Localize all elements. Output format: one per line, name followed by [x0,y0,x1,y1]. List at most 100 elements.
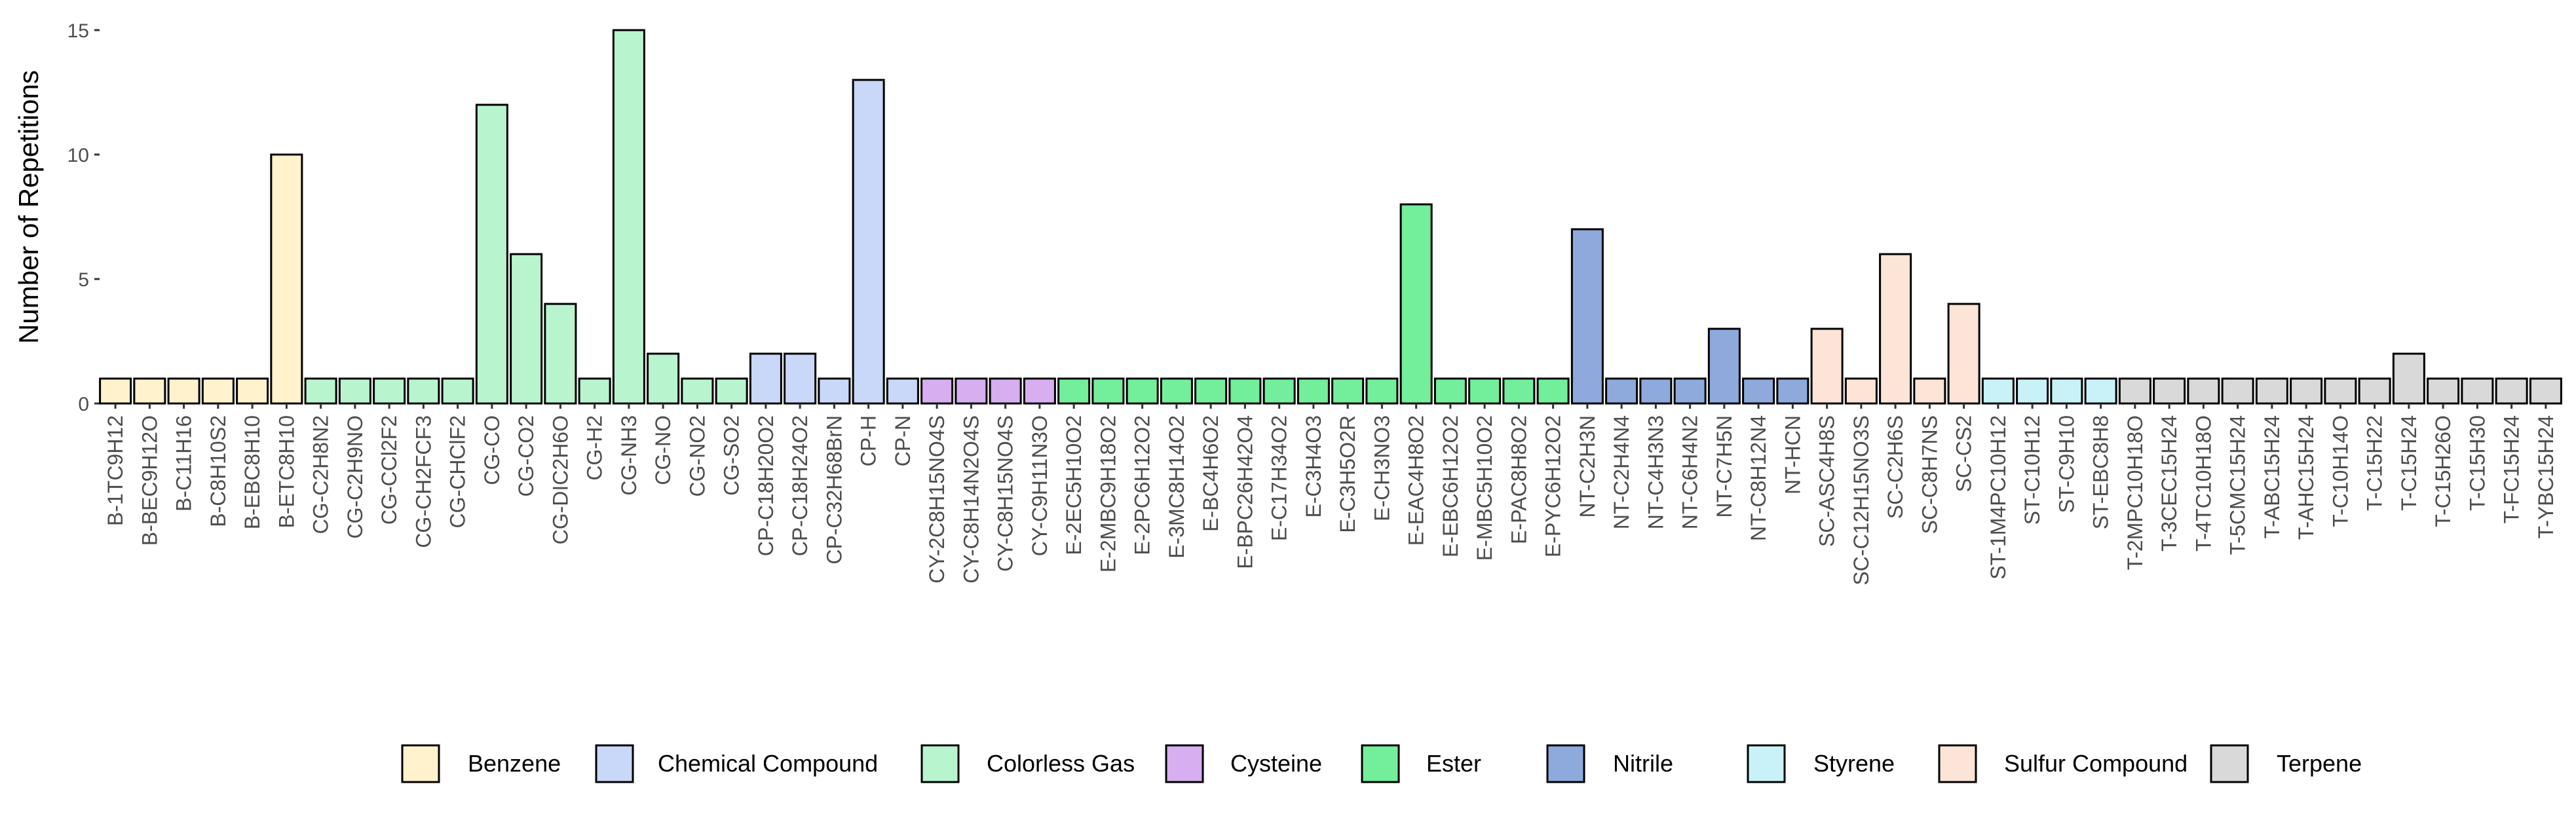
legend-label: Ester [1426,750,1481,777]
bar-cg-dic2h6o [544,303,577,405]
x-tick-label: E-BC4H6O2 [1199,415,1222,532]
legend-label: Terpene [2277,750,2362,777]
x-tick-label: ST-C9H10 [2055,415,2078,513]
x-tick-label: SC-C12H15NO3S [1849,415,1873,586]
x-tick-label: CY-2C8H15NO4S [925,415,949,584]
x-tick-label: T-4TC10H18O [2191,415,2215,551]
bar-b-c8h10s2 [201,377,235,405]
x-tick-label: CG-CH2FCF3 [411,415,435,548]
legend-label: Benzene [468,750,561,777]
bar-st-c10h12 [2016,377,2049,405]
x-tick-label: T-3CEC15H24 [2157,415,2181,551]
legend-swatch [920,744,960,783]
bar-st-ebc8h8 [2084,377,2117,405]
legend-label: Sulfur Compound [2004,750,2188,777]
legend-swatch [1361,744,1400,783]
bar-sc-c8h7ns [1913,377,1946,405]
x-tick-label: E-PAC8H8O2 [1507,415,1530,544]
bar-e-2ec5h10o2 [1057,377,1091,405]
bar-e-3mc8h14o2 [1160,377,1193,405]
x-tick-label: T-YBC15H24 [2534,415,2558,539]
bar-e-2mbc9h18o2 [1091,377,1125,405]
x-tick-label: CP-N [891,415,915,466]
bar-sc-cs2 [1947,303,1980,405]
x-tick-label: CP-C18H20O2 [754,415,778,556]
x-tick-label: CG-NO2 [685,415,709,496]
bar-e-ch3no3 [1365,377,1399,405]
x-tick-label: CP-C32H68BrN [822,415,846,565]
legend-swatch [1165,744,1204,783]
x-tick-label: B-C8H10S2 [206,415,230,527]
y-tick-label: 15 [67,20,89,42]
bar-t-c15h26o [2427,377,2460,405]
bar-t-2mpc10h18o [2118,377,2151,405]
x-tick-label: E-EAC4H8O2 [1405,415,1428,546]
x-tick-label: CY-C8H14N2O4S [959,415,983,584]
x-tick-label: T-C15H24 [2397,415,2421,511]
x-tick-label: NT-C7H5N [1713,415,1736,517]
bar-nt-c6h4n2 [1673,377,1707,405]
x-tick-label: CY-C8H15NO4S [994,415,1017,572]
x-tick-label: CG-DIC2H6O [548,415,572,544]
x-tick-label: T-FC15H24 [2500,415,2524,523]
bar-b-bec9h12o [133,377,166,405]
bar-nt-c7h5n [1707,327,1741,405]
bar-st-1m4pc10h12 [1981,377,2015,405]
bar-e-2pc6h12o2 [1126,377,1159,405]
bar-e-ebc6h12o2 [1433,377,1467,405]
bar-t-c10h14o [2324,377,2357,405]
x-axis: B-1TC9H12 B-BEC9H12O B-C11H16 B-C8H10S2 B-EB… [104,403,2558,586]
bar-cp-h [852,79,885,405]
bar-cy-c8h14n2o4s [955,377,988,405]
bar-e-bpc26h42o4 [1228,377,1262,405]
bar-e-mbc5h10o2 [1468,377,1502,405]
x-tick-label: CG-SO2 [720,415,744,496]
bar-t-fc15h24 [2495,377,2528,405]
x-tick-label: E-CH3NO3 [1370,415,1393,521]
x-tick-label: T-5CMC15H24 [2226,415,2250,555]
bar-cg-nh3 [612,29,645,405]
bar-cg-c2h9no [338,377,371,405]
bar-st-c9h10 [2050,377,2083,405]
bar-b-c11h16 [167,377,200,405]
y-tick-label: 5 [78,269,89,291]
bar-cp-c18h24o2 [784,352,817,405]
x-tick-label: B-ETC8H10 [275,415,298,529]
x-tick-label: E-EBC6H12O2 [1439,415,1462,557]
legend-label: Cysteine [1230,750,1322,777]
bar-e-pac8h8o2 [1502,377,1536,405]
x-tick-label: E-2MBC9H18O2 [1096,415,1120,572]
x-tick-label: NT-HCN [1781,415,1804,495]
x-tick-label: T-C15H22 [2363,415,2387,511]
bar-b-etc8h10 [270,153,303,405]
bar-nt-c4h3n3 [1639,377,1673,405]
bar-cp-n [886,377,919,405]
x-tick-label: CG-H2 [583,415,607,481]
bar-cy-c8h15no4s [989,377,1022,405]
bar-t-3cec15h24 [2153,377,2186,405]
x-tick-label: NT-C6H4N2 [1678,415,1702,529]
x-tick-label: E-3MC8H14O2 [1165,415,1188,559]
bar-e-c3h5o2r [1331,377,1365,405]
x-tick-label: B-BEC9H12O [138,415,161,546]
x-tick-label: CG-C2H8N2 [309,415,333,534]
x-tick-label: E-PYC6H12O2 [1542,415,1565,557]
x-tick-label: B-EBC8H10 [240,415,264,529]
legend-label: Styrene [1813,750,1895,777]
legend-swatch [595,744,634,783]
x-tick-label: B-C11H16 [172,415,196,512]
x-tick-label: E-C3H4O3 [1302,415,1325,518]
legend: Benzene Chemical Compound Colorless Gas Cys… [401,744,2362,783]
y-axis-label: Number of Repetitions [13,70,44,344]
x-tick-label: NT-C4H3N3 [1644,415,1667,529]
bar-cg-co [475,103,508,405]
bar-sc-asc4h8s [1810,327,1844,405]
x-tick-label: E-C3H5O2R [1336,415,1359,533]
x-tick-label: CG-NO [651,415,675,485]
bar-cg-co2 [510,253,543,405]
bar-e-bc4h6o2 [1194,377,1228,405]
x-tick-label: ST-C10H12 [2020,415,2044,525]
x-tick-label: CG-CO2 [514,415,538,496]
bar-t-4tc10h18o [2187,377,2220,405]
